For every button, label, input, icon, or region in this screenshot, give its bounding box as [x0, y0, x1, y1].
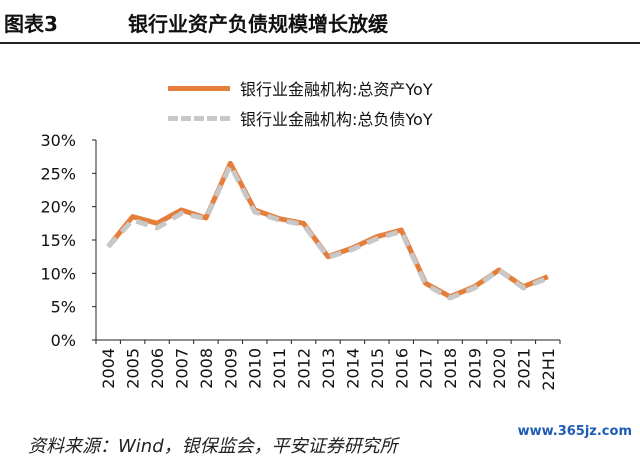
line-chart: 0% 5% 10% 15% 20% 25% 30% 2004 2005 2006 2007 2008 2…	[40, 131, 561, 391]
x-tick-label: 2020	[490, 348, 509, 389]
legend-label-liabilities: 银行业金融机构:总负债YoY	[240, 110, 433, 129]
figure-label: 图表3	[4, 12, 58, 36]
x-tick-label: 2017	[417, 348, 436, 389]
y-tick-label: 15%	[40, 231, 76, 250]
title-bar: 图表3 银行业资产负债规模增长放缓	[0, 0, 640, 44]
legend-swatch-assets	[168, 86, 230, 91]
x-tick-label: 2014	[343, 348, 362, 389]
y-tick-label: 25%	[40, 164, 76, 183]
series-line-total-liabilities	[106, 162, 549, 301]
x-tick-label: 2004	[99, 348, 118, 389]
x-tick-label: 2013	[319, 348, 338, 389]
x-tick-label: 2007	[172, 348, 191, 389]
x-tick-label: 2015	[368, 348, 387, 389]
x-tick-label: 2005	[124, 348, 143, 389]
y-tick-label: 20%	[40, 198, 76, 217]
x-tick-label: 2008	[197, 348, 216, 389]
x-tick-label: 2006	[148, 348, 167, 389]
x-tick-label: 2016	[392, 348, 411, 389]
legend-swatch-liabilities	[168, 116, 230, 121]
x-tick-label: 2009	[221, 348, 240, 389]
watermark: www.365jz.com	[515, 424, 634, 439]
x-tick-label: 2018	[441, 348, 460, 389]
x-tick-label: 2021	[514, 348, 533, 389]
x-tick-label: 2012	[295, 348, 314, 389]
source-note: 资料来源：Wind，银保监会，平安证券研究所	[28, 436, 398, 457]
chart-title: 银行业资产负债规模增长放缓	[128, 12, 388, 36]
y-tick-label: 30%	[40, 131, 76, 150]
x-tick-label: 2010	[246, 348, 265, 389]
x-tick-label: 22H1	[539, 348, 558, 391]
y-tick-label: 0%	[51, 331, 76, 350]
y-tick-label: 10%	[40, 264, 76, 283]
series-line-total-assets	[106, 160, 549, 300]
x-tick-label: 2011	[270, 348, 289, 389]
legend-label-assets: 银行业金融机构:总资产YoY	[240, 80, 433, 99]
x-tick-label: 2019	[466, 348, 485, 389]
y-tick-label: 5%	[51, 298, 76, 317]
title-divider	[0, 42, 640, 44]
